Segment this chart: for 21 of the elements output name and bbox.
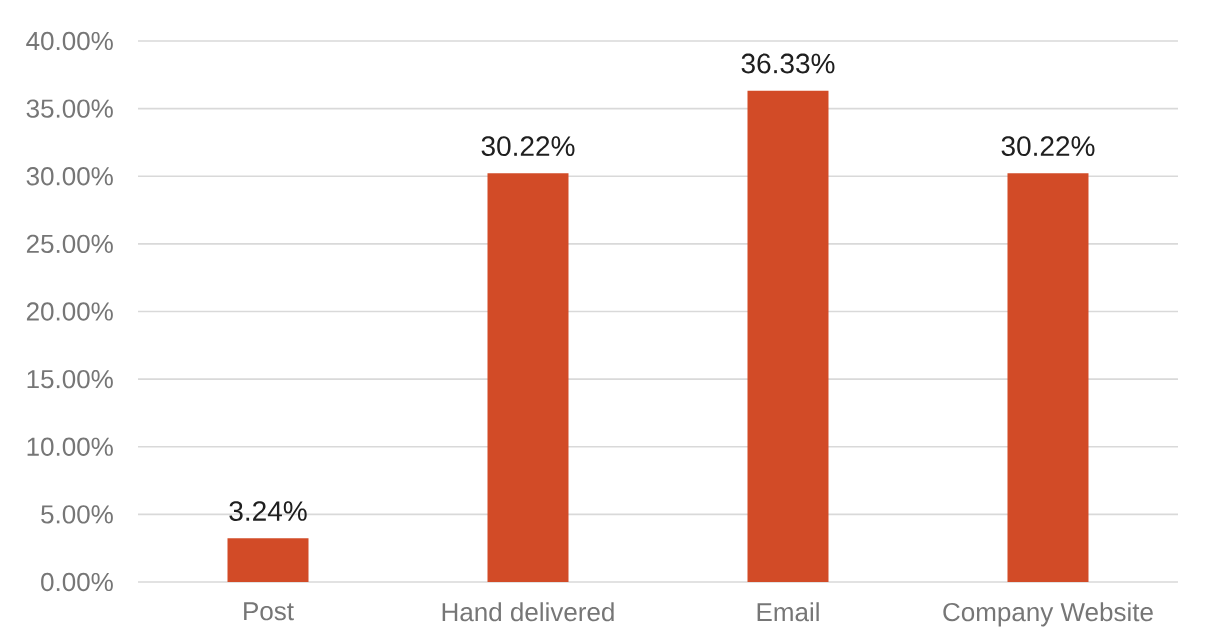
- data-label: 30.22%: [481, 136, 575, 157]
- y-tick-label: 25.00%: [26, 234, 113, 254]
- data-label: 3.24%: [229, 501, 307, 521]
- bar: [747, 90, 829, 582]
- bar: [487, 173, 569, 582]
- data-label: 30.22%: [1001, 136, 1095, 157]
- y-tick-label: 35.00%: [26, 99, 113, 118]
- y-tick-label: 15.00%: [27, 369, 113, 389]
- x-tick-label: Post: [244, 602, 294, 621]
- x-tick-label: Email: [757, 602, 819, 622]
- y-tick-label: 20.00%: [26, 302, 113, 321]
- y-tick-label: 5.00%: [41, 505, 113, 524]
- x-tick-label: Hand delivered: [442, 602, 614, 622]
- bar: [1007, 173, 1089, 582]
- x-tick-label: Company Website: [943, 602, 1153, 627]
- data-label: 36.33%: [741, 53, 835, 74]
- y-tick-label: 0.00%: [41, 572, 113, 592]
- y-tick-label: 10.00%: [27, 437, 113, 456]
- bar: [227, 538, 309, 582]
- y-tick-label: 30.00%: [26, 167, 113, 186]
- y-tick-label: 40.00%: [26, 31, 113, 51]
